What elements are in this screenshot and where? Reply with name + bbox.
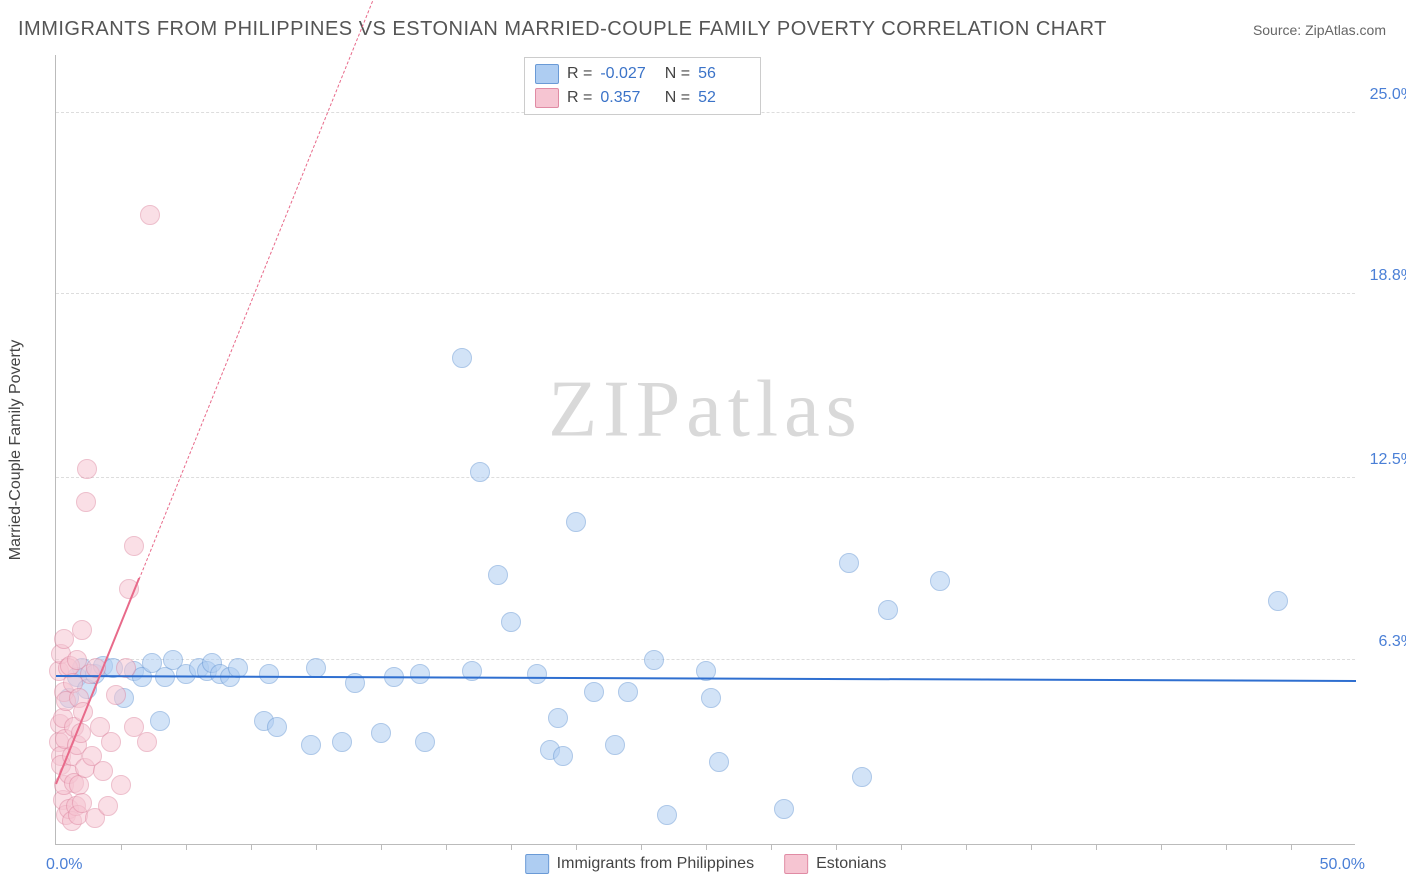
data-point: [150, 711, 170, 731]
data-point: [774, 799, 794, 819]
x-tick: [1031, 844, 1032, 850]
x-tick: [251, 844, 252, 850]
data-point: [101, 732, 121, 752]
data-point: [488, 565, 508, 585]
r-value: 0.357: [600, 86, 652, 110]
data-point: [839, 553, 859, 573]
data-point: [371, 723, 391, 743]
series-legend: Immigrants from Philippines Estonians: [525, 854, 887, 874]
legend-swatch: [535, 64, 559, 84]
x-tick: [511, 844, 512, 850]
x-tick: [1096, 844, 1097, 850]
y-tick-label: 6.3%: [1360, 633, 1406, 651]
data-point: [527, 664, 547, 684]
data-point: [259, 664, 279, 684]
data-point: [709, 752, 729, 772]
legend-item: Estonians: [784, 854, 886, 874]
n-value: 52: [698, 86, 750, 110]
data-point: [1268, 591, 1288, 611]
x-tick: [1226, 844, 1227, 850]
chart-title: IMMIGRANTS FROM PHILIPPINES VS ESTONIAN …: [18, 18, 1107, 41]
watermark-zip: ZIP: [548, 366, 686, 454]
data-point: [584, 682, 604, 702]
data-point: [98, 796, 118, 816]
x-tick: [121, 844, 122, 850]
data-point: [501, 612, 521, 632]
r-label: R =: [567, 86, 592, 110]
data-point: [553, 746, 573, 766]
legend-swatch: [525, 854, 549, 874]
n-label: N =: [660, 62, 690, 86]
y-tick-label: 18.8%: [1360, 267, 1406, 285]
data-point: [548, 708, 568, 728]
r-value: -0.027: [600, 62, 652, 86]
data-point: [54, 629, 74, 649]
watermark: ZIPatlas: [548, 365, 863, 456]
data-point: [566, 512, 586, 532]
gridline-h: [56, 293, 1355, 294]
scatter-plot: Married-Couple Family Poverty ZIPatlas 0…: [55, 55, 1355, 845]
legend-row: R = -0.027 N = 56: [535, 62, 750, 86]
x-tick: [381, 844, 382, 850]
n-label: N =: [660, 86, 690, 110]
watermark-atlas: atlas: [686, 366, 863, 454]
data-point: [76, 492, 96, 512]
data-point: [410, 664, 430, 684]
y-tick-label: 25.0%: [1360, 86, 1406, 104]
data-point: [332, 732, 352, 752]
data-point: [106, 685, 126, 705]
data-point: [140, 205, 160, 225]
y-axis-title: Married-Couple Family Poverty: [7, 339, 25, 560]
legend-label: Estonians: [816, 855, 886, 873]
data-point: [701, 688, 721, 708]
legend-row: R = 0.357 N = 52: [535, 86, 750, 110]
y-tick-label: 12.5%: [1360, 451, 1406, 469]
gridline-h: [56, 659, 1355, 660]
x-tick: [316, 844, 317, 850]
n-value: 56: [698, 62, 750, 86]
x-tick: [186, 844, 187, 850]
data-point: [301, 735, 321, 755]
x-tick: [706, 844, 707, 850]
data-point: [415, 732, 435, 752]
legend-item: Immigrants from Philippines: [525, 854, 754, 874]
data-point: [111, 775, 131, 795]
data-point: [77, 459, 97, 479]
data-point: [470, 462, 490, 482]
x-tick: [901, 844, 902, 850]
legend-label: Immigrants from Philippines: [557, 855, 754, 873]
correlation-legend: R = -0.027 N = 56 R = 0.357 N = 52: [524, 57, 761, 115]
data-point: [930, 571, 950, 591]
data-point: [124, 536, 144, 556]
data-point: [93, 761, 113, 781]
x-tick: [1291, 844, 1292, 850]
r-label: R =: [567, 62, 592, 86]
data-point: [137, 732, 157, 752]
trend-line: [139, 0, 473, 579]
data-point: [852, 767, 872, 787]
x-tick: [1161, 844, 1162, 850]
x-tick: [446, 844, 447, 850]
gridline-h: [56, 477, 1355, 478]
data-point: [267, 717, 287, 737]
data-point: [605, 735, 625, 755]
data-point: [644, 650, 664, 670]
x-tick: [836, 844, 837, 850]
x-tick: [576, 844, 577, 850]
x-tick: [966, 844, 967, 850]
data-point: [618, 682, 638, 702]
x-axis-max-label: 50.0%: [1320, 856, 1365, 874]
data-point: [657, 805, 677, 825]
x-axis-min-label: 0.0%: [46, 856, 82, 874]
source-attribution: Source: ZipAtlas.com: [1253, 22, 1386, 38]
legend-swatch: [784, 854, 808, 874]
data-point: [452, 348, 472, 368]
x-tick: [641, 844, 642, 850]
x-tick: [771, 844, 772, 850]
data-point: [72, 620, 92, 640]
data-point: [878, 600, 898, 620]
legend-swatch: [535, 88, 559, 108]
